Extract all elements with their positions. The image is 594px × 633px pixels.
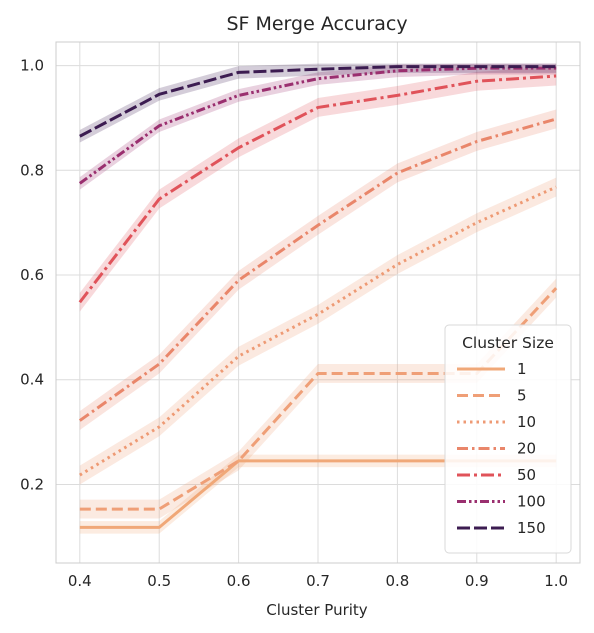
y-tick-label: 0.4 bbox=[20, 371, 44, 389]
plot-frame bbox=[55, 41, 581, 564]
series-line-20 bbox=[78, 117, 557, 422]
x-axis-label: Cluster Purity bbox=[266, 601, 368, 619]
legend-label-5: 5 bbox=[517, 387, 527, 405]
y-tick-label: 0.6 bbox=[20, 266, 44, 284]
legend-box bbox=[444, 324, 572, 554]
legend-label-20: 20 bbox=[517, 440, 536, 458]
chart-title: SF Merge Accuracy bbox=[226, 13, 407, 35]
x-tick-label: 0.5 bbox=[147, 572, 171, 590]
tick-label-layer: 0.4 0.5 0.6 0.7 0.8 0.9 1.0 0.2 0.4 0.6 0.8 1.0 bbox=[20, 57, 568, 590]
legend-label-10: 10 bbox=[517, 413, 536, 431]
y-tick-label: 0.2 bbox=[20, 475, 44, 493]
series-line-10 bbox=[79, 185, 557, 477]
legend-label-150: 150 bbox=[517, 519, 546, 537]
series-line-50 bbox=[78, 74, 557, 304]
legend-label-50: 50 bbox=[517, 466, 536, 484]
grid-layer bbox=[56, 42, 580, 563]
series-band-20 bbox=[79, 109, 557, 431]
x-tick-label: 1.0 bbox=[544, 572, 568, 590]
y-tick-label: 0.8 bbox=[20, 161, 44, 179]
x-tick-label: 0.8 bbox=[385, 572, 409, 590]
x-tick-label: 0.6 bbox=[227, 572, 251, 590]
legend-label-1: 1 bbox=[517, 360, 527, 378]
legend: Cluster Size 1 5 10 20 50 100 150 bbox=[444, 324, 572, 554]
legend-title: Cluster Size bbox=[462, 334, 554, 352]
x-tick-label: 0.4 bbox=[68, 572, 92, 590]
legend-label-100: 100 bbox=[517, 493, 546, 511]
y-tick-label: 1.0 bbox=[20, 57, 44, 75]
x-tick-label: 0.7 bbox=[306, 572, 330, 590]
x-tick-label: 0.9 bbox=[465, 572, 489, 590]
series-line-100 bbox=[78, 66, 557, 185]
series-line-150 bbox=[79, 65, 557, 138]
